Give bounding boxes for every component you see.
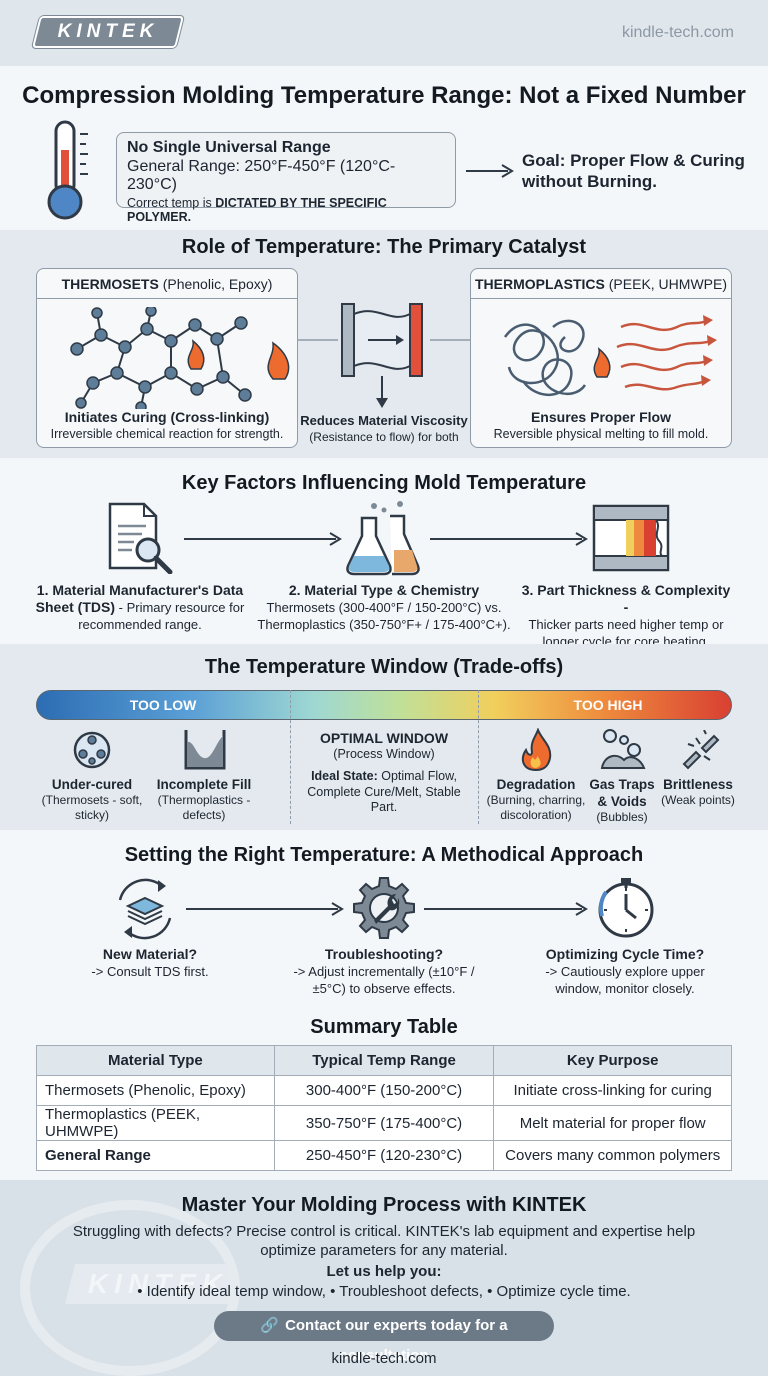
table-cell: General Range bbox=[36, 1140, 275, 1171]
gear-wrench-icon bbox=[353, 877, 415, 939]
kintek-watermark-logo: KINTEK bbox=[20, 1200, 240, 1376]
window-section bbox=[0, 644, 768, 830]
arrow-right-icon bbox=[466, 164, 514, 178]
document-search-icon bbox=[108, 502, 173, 574]
table-cell: Thermoplastics (PEEK, UHMWPE) bbox=[36, 1105, 275, 1141]
thermoplastics-caption: Ensures Proper Flow Reversible physical m… bbox=[493, 409, 709, 441]
part-thickness-icon bbox=[592, 504, 670, 572]
cta-help-label: Let us help you: bbox=[326, 1263, 442, 1280]
column-header: Material Type bbox=[36, 1045, 275, 1076]
summary-table: Material Type Typical Temp Range Key Pur… bbox=[36, 1045, 732, 1171]
factor-thickness: 3. Part Thickness & Complexity - Thicker … bbox=[521, 582, 731, 649]
table-cell: Initiate cross-linking for curing bbox=[493, 1075, 732, 1106]
brittleness-label: Brittleness (Weak points) bbox=[661, 777, 735, 807]
arrow-right-icon bbox=[430, 532, 588, 546]
method-title: Setting the Right Temperature: A Methodi… bbox=[124, 844, 644, 866]
viscosity-caption: Reduces Material Viscosity (Resistance to… bbox=[300, 413, 468, 444]
link-icon: 🔗 bbox=[260, 1317, 280, 1334]
factor-tds: 1. Material Manufacturer's Data Sheet (T… bbox=[35, 582, 245, 632]
cta-title: Master Your Molding Process with KINTEK bbox=[181, 1194, 587, 1216]
optimal-window-label: OPTIMAL WINDOW (Process Window) Ideal Sta… bbox=[307, 730, 461, 814]
window-title: The Temperature Window (Trade-offs) bbox=[204, 656, 564, 678]
thermosets-panel: THERMOSETS (Phenolic, Epoxy) Initiates C… bbox=[36, 268, 298, 448]
thermosets-header: THERMOSETS (Phenolic, Epoxy) bbox=[37, 269, 297, 299]
arrow-right-icon bbox=[184, 532, 342, 546]
header-bar: KINTEK kindle-tech.com bbox=[0, 0, 768, 66]
stopwatch-icon bbox=[598, 878, 654, 938]
table-header-row: Material Type Typical Temp Range Key Pur… bbox=[36, 1045, 732, 1076]
too-low-label: TOO LOW bbox=[129, 697, 197, 713]
page-title: Compression Molding Temperature Range: N… bbox=[22, 82, 746, 109]
flask-icon bbox=[346, 501, 420, 576]
table-title: Summary Table bbox=[310, 1016, 458, 1038]
goal-text: Goal: Proper Flow & Curing without Burnin… bbox=[522, 151, 745, 191]
footer-site-url[interactable]: kindle-tech.com bbox=[331, 1350, 437, 1367]
cta-bullets: • Identify ideal temp window, • Troubles… bbox=[137, 1283, 631, 1300]
contact-experts-button[interactable]: 🔗 Contact our experts today for a consult… bbox=[214, 1311, 554, 1364]
incomplete-fill-label: Incomplete Fill (Thermoplastics - defects… bbox=[156, 777, 252, 822]
site-url[interactable]: kindle-tech.com bbox=[621, 24, 734, 41]
gas-bubbles-icon bbox=[600, 729, 646, 769]
thermoplastics-header: THERMOPLASTICS (PEEK, UHMWPE) bbox=[471, 269, 731, 299]
cta-text: Struggling with defects? Precise control… bbox=[72, 1223, 696, 1259]
table-cell: 350-750°F (175-400°C) bbox=[273, 1105, 495, 1141]
table-cell: Thermosets (Phenolic, Epoxy) bbox=[36, 1075, 275, 1106]
viscosity-flow-icon bbox=[298, 303, 470, 408]
table-cell: Covers many common polymers bbox=[493, 1140, 732, 1171]
table-row: Thermosets (Phenolic, Epoxy) 300-400°F (… bbox=[36, 1075, 732, 1106]
molecule-network-icon bbox=[70, 307, 290, 409]
arrow-right-icon bbox=[186, 902, 344, 916]
gas-traps-label: Gas Traps & Voids (Bubbles) bbox=[589, 777, 655, 824]
step-optimizing: Optimizing Cycle Time? -> Cautiously expl… bbox=[545, 946, 705, 996]
degradation-flame-icon bbox=[521, 728, 552, 772]
thermoplastics-panel: THERMOPLASTICS (PEEK, UHMWPE) Ensures Pr… bbox=[470, 268, 732, 448]
table-row: General Range 250-450°F (120-230°C) Cove… bbox=[36, 1140, 732, 1171]
table-row: Thermoplastics (PEEK, UHMWPE) 350-750°F … bbox=[36, 1105, 732, 1141]
column-header: Key Purpose bbox=[493, 1045, 732, 1076]
broken-rod-icon bbox=[682, 730, 720, 770]
incomplete-fill-icon bbox=[184, 730, 226, 770]
kintek-logo[interactable]: KINTEK bbox=[32, 16, 184, 48]
column-header: Typical Temp Range bbox=[273, 1045, 495, 1076]
layers-refresh-icon bbox=[118, 878, 172, 940]
arrow-right-icon bbox=[424, 902, 588, 916]
role-title: Role of Temperature: The Primary Catalys… bbox=[181, 236, 587, 258]
window-divider-left bbox=[290, 690, 291, 824]
window-divider-right bbox=[478, 690, 479, 824]
range-callout: No Single Universal Range General Range:… bbox=[116, 132, 456, 224]
factors-title: Key Factors Influencing Mold Temperature bbox=[181, 472, 587, 494]
polymer-chains-icon bbox=[503, 315, 717, 397]
factor-material-type: 2. Material Type & Chemistry Thermosets (… bbox=[257, 582, 511, 632]
table-cell: 300-400°F (150-200°C) bbox=[273, 1075, 495, 1106]
under-cured-icon bbox=[73, 731, 111, 769]
thermosets-caption: Initiates Curing (Cross-linking) Irrevers… bbox=[50, 409, 284, 441]
table-cell: 250-450°F (120-230°C) bbox=[273, 1140, 495, 1171]
callout-note: Correct temp is DICTATED BY THE SPECIFIC… bbox=[127, 196, 387, 224]
too-high-label: TOO HIGH bbox=[573, 697, 643, 713]
callout-title: No Single Universal Range bbox=[127, 139, 331, 156]
thermometer-icon bbox=[47, 120, 88, 220]
step-troubleshooting: Troubleshooting? -> Adjust incrementally … bbox=[293, 946, 475, 996]
degradation-label: Degradation (Burning, charring, discolora… bbox=[486, 777, 586, 822]
step-new-material: New Material? -> Consult TDS first. bbox=[91, 946, 209, 979]
temperature-gradient-bar bbox=[36, 690, 732, 720]
callout-range: General Range: 250°F-450°F (120°C-230°C) bbox=[127, 158, 396, 193]
under-cured-label: Under-cured (Thermosets - soft, sticky) bbox=[41, 777, 143, 822]
table-cell: Melt material for proper flow bbox=[493, 1105, 732, 1141]
